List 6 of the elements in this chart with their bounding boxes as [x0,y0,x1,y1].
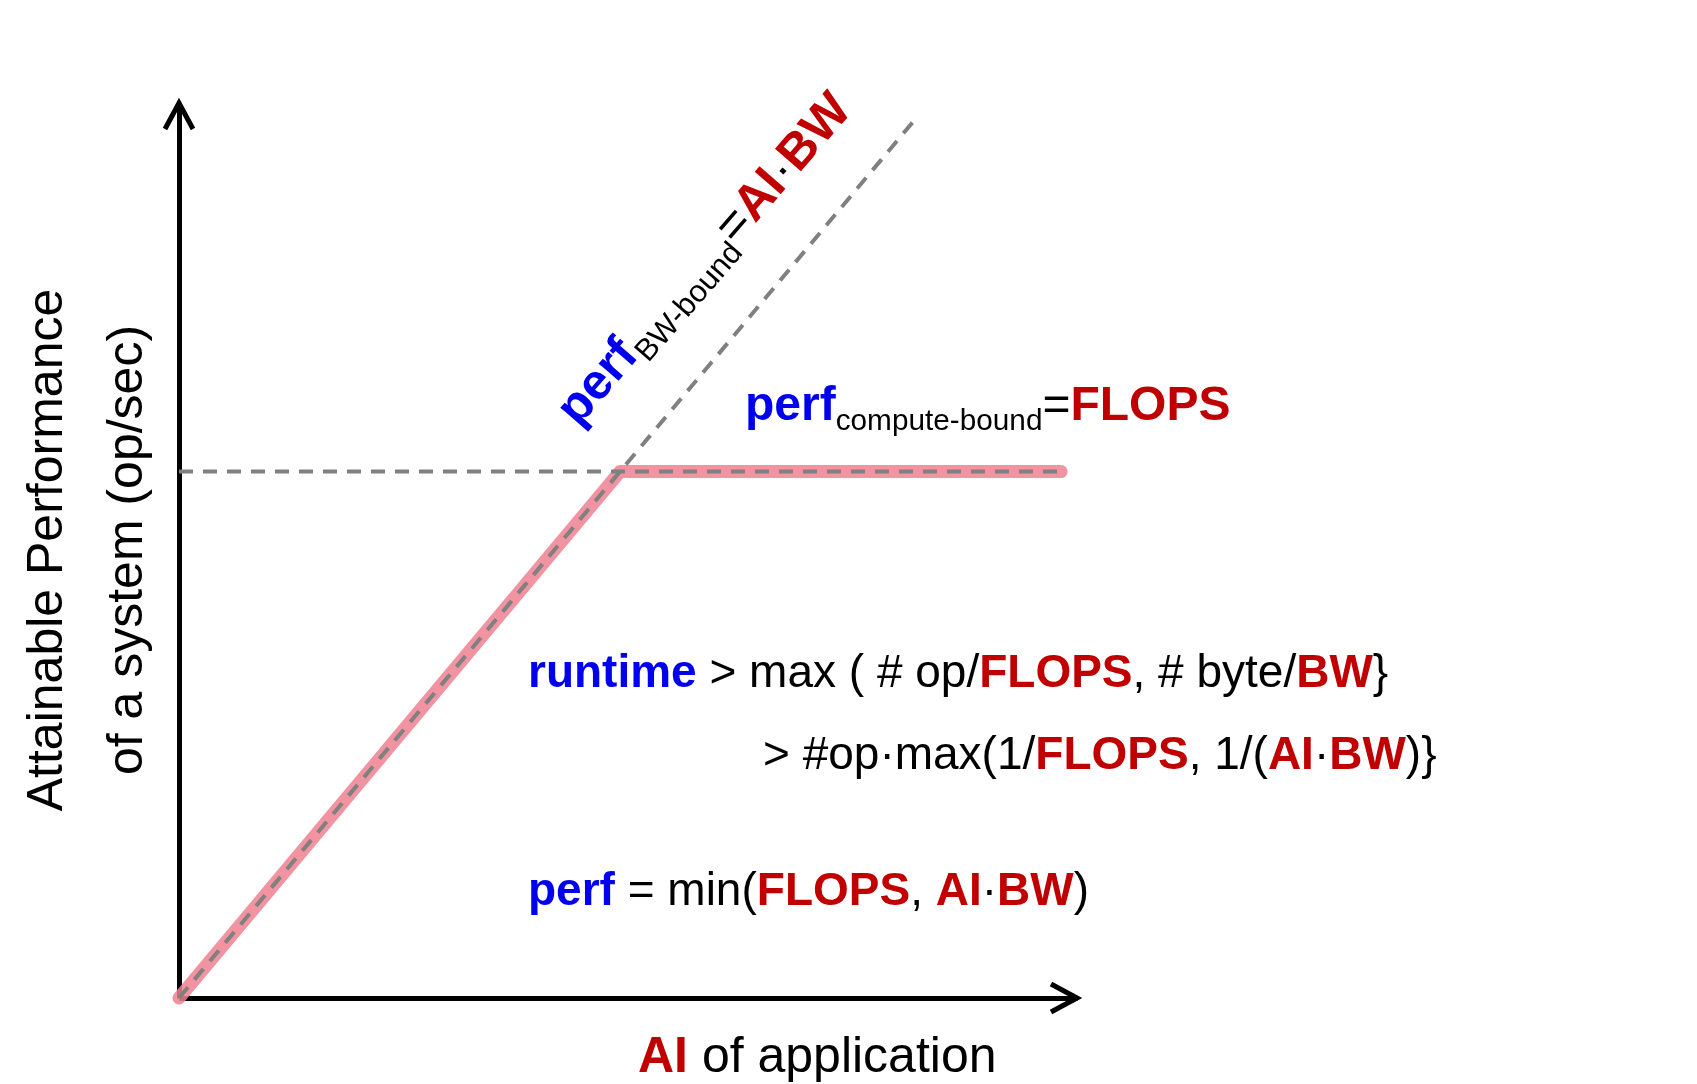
annotation: perf$_{compute-bound}$=FLOPS [745,377,1231,437]
annotation: runtime > max ( # op/FLOPS, # byte/BW} [528,645,1389,697]
x-axis-title: AI of application [638,1027,997,1083]
annotation: > #op·max(1/FLOPS, 1/(AI·BW)} [763,727,1437,779]
annotation: perf = min(FLOPS, AI·BW) [528,863,1089,915]
y-axis-title: Attainable Performance of a system (op/sec) [15,288,154,812]
